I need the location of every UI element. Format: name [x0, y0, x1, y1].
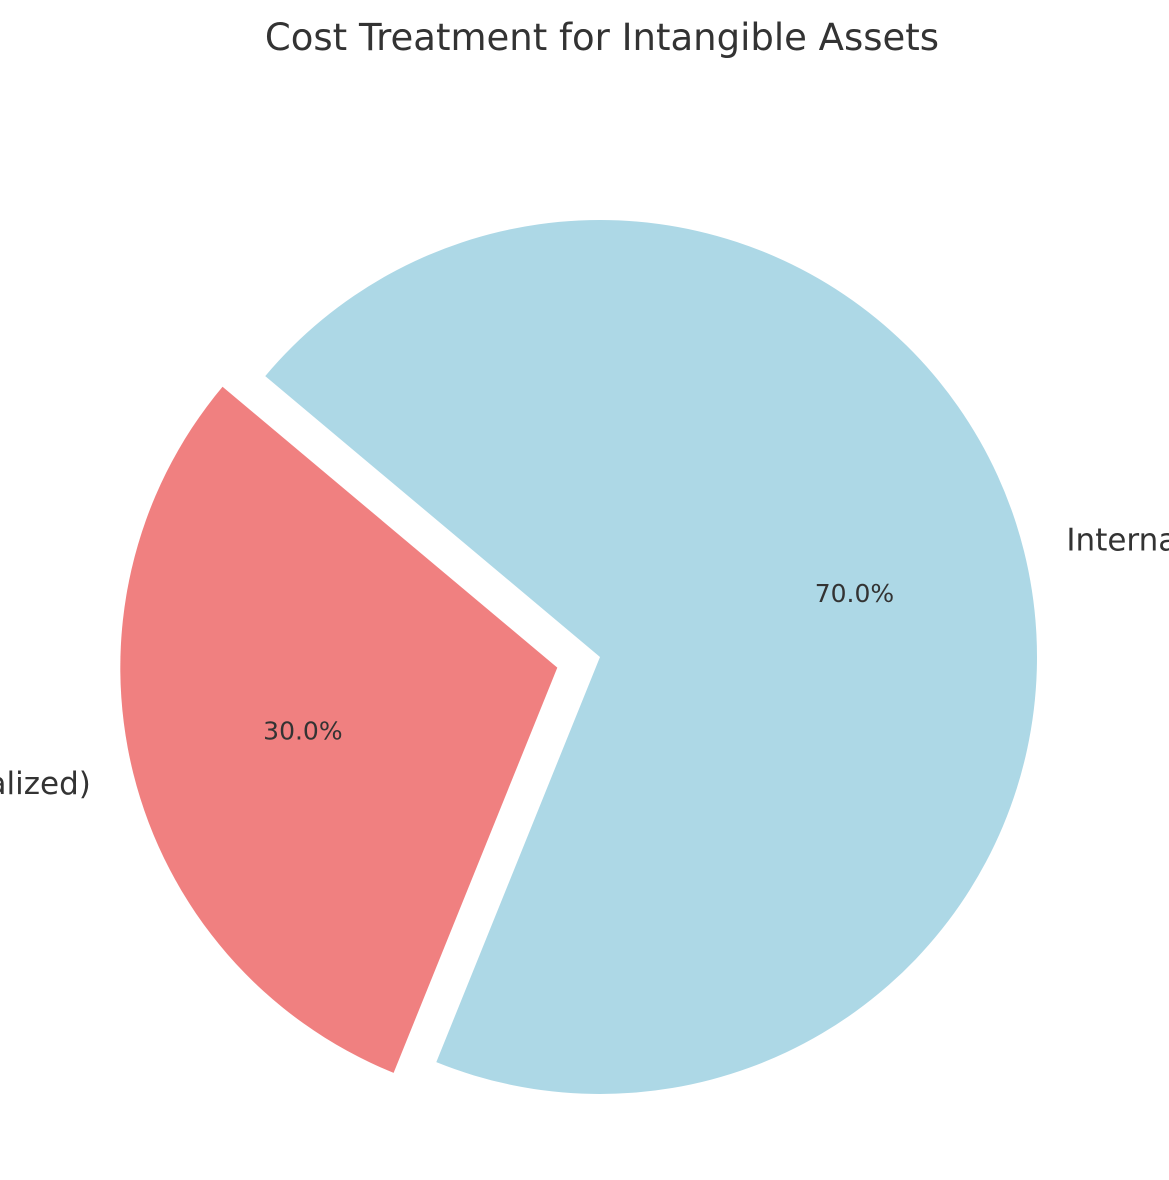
pct-label-internally-developed-expensed: 70.0% [815, 579, 894, 608]
pie-slice-internally-developed-expensed [265, 219, 1037, 1094]
slice-label-internally-developed-expensed: Internally Developed (Expensed) [1066, 523, 1169, 559]
chart-title: Cost Treatment for Intangible Assets [265, 16, 939, 59]
pie-slices [120, 219, 1037, 1094]
pie-slice-purchased-capitalized [120, 386, 558, 1073]
pie-labels: 30.0% Purchased (Capitalized) 70.0% Interna… [0, 523, 1169, 802]
slice-label-purchased-capitalized: Purchased (Capitalized) [0, 766, 91, 802]
pct-label-purchased-capitalized: 30.0% [263, 717, 342, 746]
